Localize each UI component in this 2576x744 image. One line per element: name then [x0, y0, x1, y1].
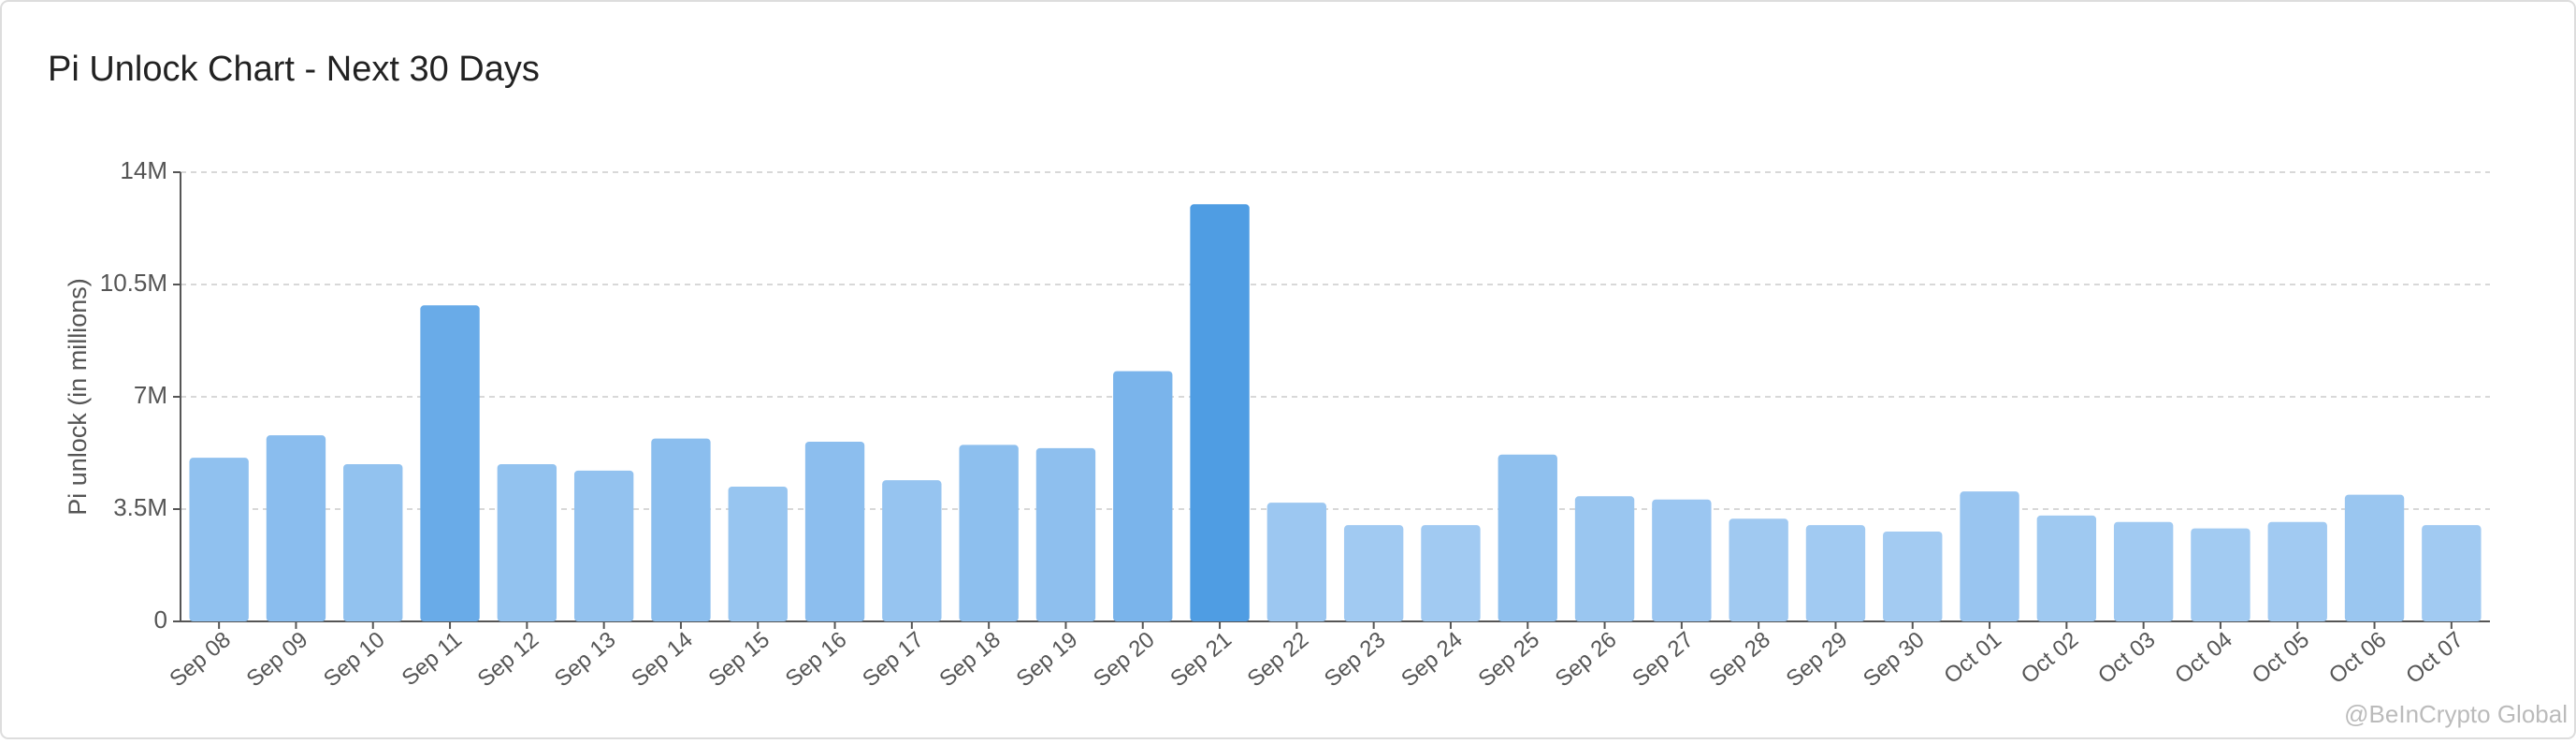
- bar: [266, 435, 326, 621]
- bar: [804, 442, 865, 621]
- bar: [1190, 204, 1250, 622]
- y-tick-label: 14M: [120, 156, 167, 184]
- bar: [1574, 496, 1635, 621]
- bar: [2422, 525, 2482, 621]
- y-axis-title: Pi unlock (in millions): [64, 278, 92, 516]
- bar: [1266, 503, 1327, 621]
- y-tick-label: 3.5M: [113, 493, 167, 521]
- bar: [497, 464, 557, 621]
- bar: [1805, 525, 1866, 621]
- bar: [1035, 447, 1096, 621]
- bar: [1113, 371, 1173, 621]
- bar: [420, 305, 480, 621]
- bar: [1883, 532, 1943, 621]
- bar: [1343, 525, 1404, 621]
- bar: [1652, 499, 1712, 621]
- bar: [2191, 528, 2250, 621]
- y-tick-label: 10.5M: [100, 269, 167, 297]
- y-tick-label: 0: [154, 605, 167, 634]
- watermark: @BeInCrypto Global: [2344, 700, 2568, 728]
- y-tick-label: 7M: [134, 381, 167, 409]
- bar: [1960, 491, 2019, 621]
- bar: [2344, 494, 2405, 621]
- bar: [1498, 454, 1557, 621]
- bar: [2036, 515, 2097, 621]
- bar: [728, 487, 788, 621]
- bar: [2113, 521, 2174, 621]
- bar: [343, 464, 403, 621]
- bar: [1421, 525, 1481, 621]
- bar: [2267, 521, 2327, 621]
- bar: [1729, 518, 1788, 621]
- bar: [959, 445, 1019, 621]
- bar: [882, 480, 942, 621]
- chart-title: Pi Unlock Chart - Next 30 Days: [48, 50, 540, 89]
- bar: [189, 458, 249, 621]
- bar: [651, 438, 711, 621]
- bar: [573, 470, 634, 621]
